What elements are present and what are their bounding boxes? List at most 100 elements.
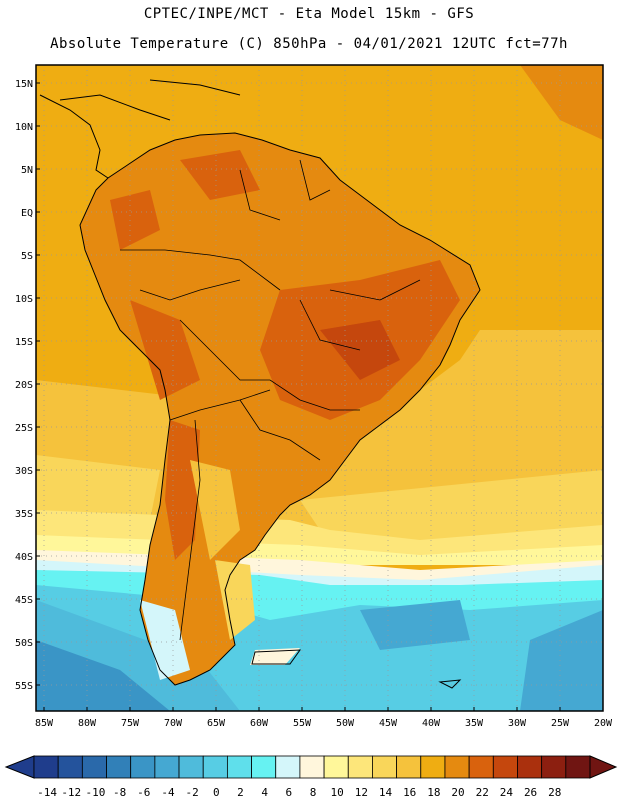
legend-swatch: [372, 755, 398, 779]
legend-swatch: [275, 755, 301, 779]
field-pacific-16-18: [36, 455, 160, 520]
legend-tick: 8: [310, 786, 317, 799]
legend-swatch: [57, 755, 83, 779]
legend-tick: 6: [286, 786, 293, 799]
legend-tick: 0: [213, 786, 220, 799]
field-ne-atlantic: [520, 65, 603, 140]
field-andes-north-warm: [110, 190, 160, 250]
field-peru-warm: [130, 300, 200, 400]
legend-tick-labels: -14 -12 -10 -8 -6 -4 -2 0 2 4 6 8 10 12 14 16 18 20 22 24 26…: [37, 786, 561, 799]
title-line-1: CPTEC/INPE/MCT - Eta Model 15km - GFS: [143, 6, 475, 22]
field-pacific-colder: [36, 640, 170, 711]
legend-tick: 4: [261, 786, 268, 799]
legend-swatch: [299, 755, 325, 779]
lat-label: 55S: [15, 681, 33, 692]
legend-tick: 18: [427, 786, 440, 799]
lat-label: 45S: [15, 595, 33, 606]
map-frame: [35, 64, 604, 712]
legend-swatch: [323, 755, 349, 779]
legend-tick: -10: [85, 786, 105, 799]
field-venezuela-warm: [180, 150, 260, 200]
color-legend: [4, 755, 618, 779]
legend-swatch: [178, 755, 204, 779]
legend-tick: 28: [548, 786, 561, 799]
legend-tick: 16: [403, 786, 416, 799]
legend-tick: 26: [524, 786, 537, 799]
lon-label: 60W: [250, 718, 269, 729]
legend-tick: 12: [355, 786, 368, 799]
legend-arrow-left: [4, 755, 35, 779]
lat-label: 15S: [15, 337, 33, 348]
legend-swatch: [420, 755, 446, 779]
lon-label: 45W: [379, 718, 398, 729]
lon-label: 30W: [508, 718, 527, 729]
lon-label: 70W: [164, 718, 183, 729]
legend-tick: -2: [186, 786, 199, 799]
lat-label: 20S: [15, 380, 33, 391]
lon-label: 35W: [465, 718, 484, 729]
legend-tick: 10: [331, 786, 344, 799]
legend-swatch: [492, 755, 518, 779]
lon-label: 25W: [551, 718, 570, 729]
lon-label: 55W: [293, 718, 312, 729]
legend-tick: -6: [137, 786, 150, 799]
lon-label: 65W: [207, 718, 226, 729]
legend-arrow-right: [589, 755, 618, 779]
legend-tick: -14: [37, 786, 57, 799]
legend-tick: -4: [161, 786, 175, 799]
lon-label: 20W: [594, 718, 613, 729]
lon-label: 80W: [78, 718, 97, 729]
lat-label: 5N: [21, 165, 33, 176]
legend-swatch: [565, 755, 591, 779]
lat-label: 35S: [15, 509, 33, 520]
axis-ticks: [36, 82, 604, 711]
lon-label: 75W: [121, 718, 140, 729]
field-argentina-mild: [190, 460, 240, 560]
legend-swatch: [106, 755, 132, 779]
field-atlantic-cold-2: [360, 600, 470, 650]
lon-label: 50W: [336, 718, 355, 729]
field-andes-south-warm: [165, 420, 200, 560]
legend-swatch: [347, 755, 373, 779]
longitude-labels: 85W 80W 75W 70W 65W 60W 55W 50W 45W 40W 35W 30W 25W 2…: [35, 718, 613, 729]
lat-label: 50S: [15, 638, 33, 649]
legend-swatch: [81, 755, 107, 779]
lat-label: 5S: [21, 251, 33, 262]
field-falklands: [250, 648, 300, 665]
legend-swatch: [396, 755, 422, 779]
lat-label: 10N: [15, 122, 33, 133]
legend-tick: 14: [379, 786, 393, 799]
title-line-2: Absolute Temperature (C) 850hPa - 04/01/…: [50, 36, 568, 52]
coastlines: [39, 79, 481, 689]
legend-tick: 2: [237, 786, 244, 799]
legend-tick: 20: [451, 786, 464, 799]
legend-swatch: [202, 755, 228, 779]
legend-swatch: [33, 755, 59, 779]
lat-label: 15N: [15, 79, 33, 90]
field-atlantic-cold: [520, 610, 603, 711]
lat-label: EQ: [21, 208, 33, 219]
legend-swatch: [444, 755, 470, 779]
legend-swatch: [251, 755, 277, 779]
field-patagonia-mild: [215, 560, 255, 640]
legend-tick: 24: [500, 786, 514, 799]
legend-tick: -12: [61, 786, 81, 799]
lat-label: 10S: [15, 294, 33, 305]
lat-label: 30S: [15, 466, 33, 477]
field-atlantic-16-18: [300, 470, 603, 545]
legend-swatch: [541, 755, 567, 779]
legend-tick: 22: [476, 786, 489, 799]
field-patagonia-cool: [140, 600, 190, 680]
legend-swatch: [468, 755, 494, 779]
legend-swatch: [226, 755, 252, 779]
lon-label: 40W: [422, 718, 441, 729]
lon-label: 85W: [35, 718, 54, 729]
legend-tick: -8: [113, 786, 126, 799]
legend-swatch: [517, 755, 543, 779]
legend-swatch: [130, 755, 156, 779]
latitude-labels: 15N 10N 5N EQ 5S 10S 15S 20S 25S 30S 35S 40S 45S 50S 5…: [15, 79, 33, 692]
legend-swatch: [154, 755, 180, 779]
lat-label: 25S: [15, 423, 33, 434]
lat-label: 40S: [15, 552, 33, 563]
